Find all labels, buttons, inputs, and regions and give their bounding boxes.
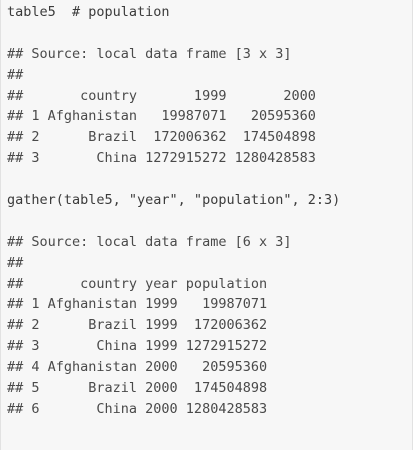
output-line: ## 3 China 1272915272 1280428583: [7, 150, 316, 167]
blank-line: [7, 23, 412, 44]
code-line: gather(table5, "year", "population", 2:3…: [7, 192, 341, 209]
code-line: table5 # population: [7, 4, 170, 20]
output-line: ## 3 China 1999 1272915272: [7, 338, 268, 355]
output-line: ## 5 Brazil 2000 174504898: [7, 380, 268, 397]
output-line: ## 4 Afghanistan 2000 20595360: [7, 359, 268, 376]
output-line: ## 1 Afghanistan 19987071 20595360: [7, 108, 316, 125]
output-line: ## 2 Brazil 172006362 174504898: [7, 129, 316, 146]
output-line: ## 1 Afghanistan 1999 19987071: [7, 296, 268, 313]
blank-line: [7, 169, 412, 190]
output-line: ## Source: local data frame [6 x 3]: [7, 233, 292, 250]
output-line: ##: [7, 254, 24, 271]
output-line: ## country 1999 2000: [7, 87, 316, 104]
output-line: ## 6 China 2000 1280428583: [7, 400, 268, 417]
output-line: ## country year population: [7, 275, 268, 292]
output-line: ## 2 Brazil 1999 172006362: [7, 317, 268, 334]
output-line: ## Source: local data frame [3 x 3]: [7, 45, 292, 62]
blank-line: [7, 211, 412, 232]
output-line: ##: [7, 66, 24, 83]
